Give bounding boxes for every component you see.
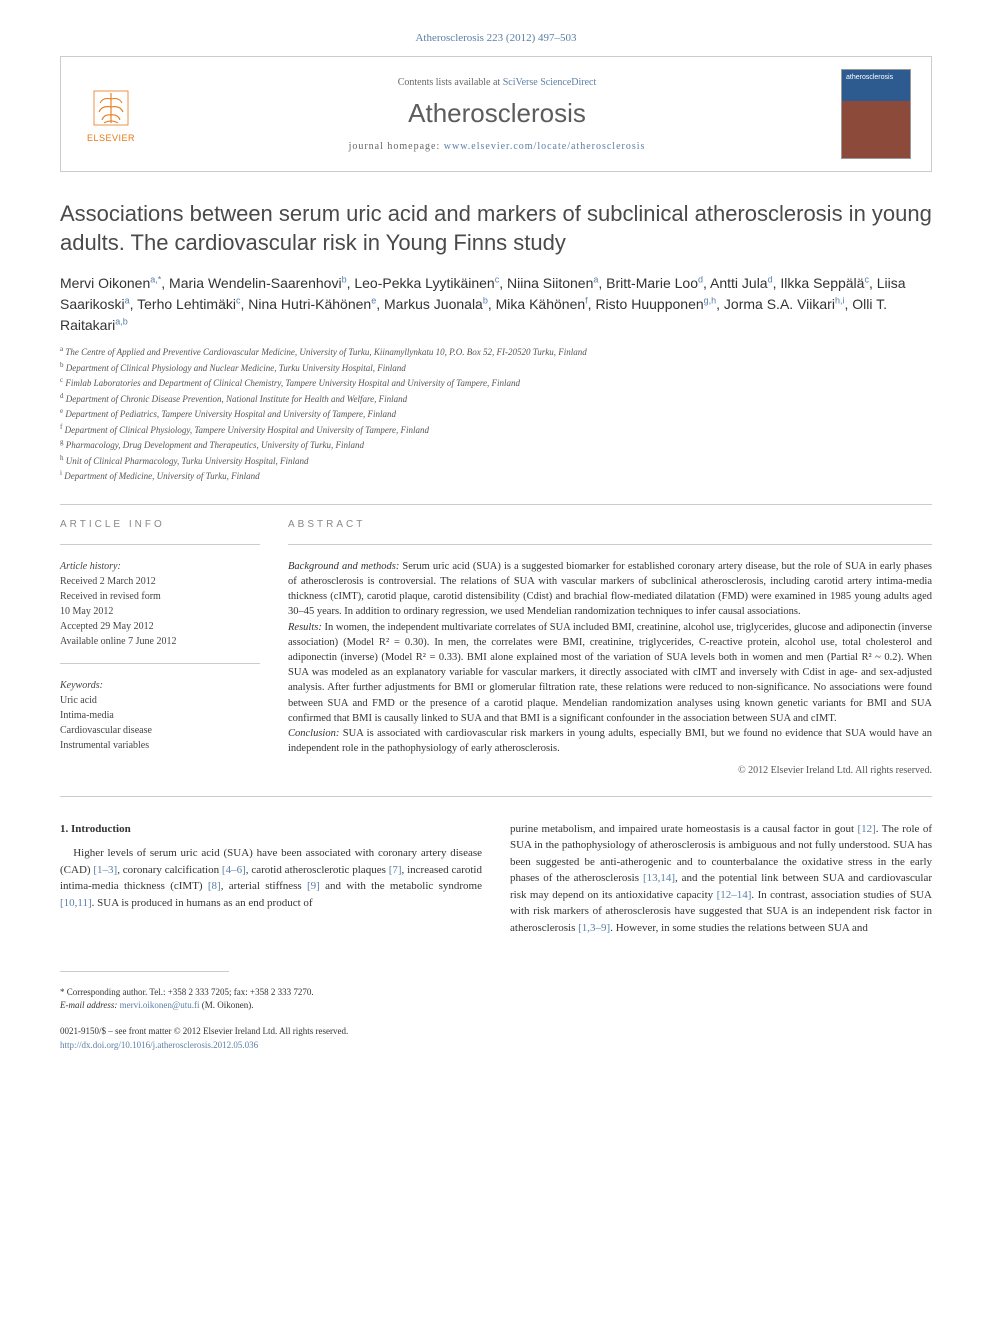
homepage-prefix: journal homepage: (349, 141, 444, 152)
background-label: Background and methods: (288, 561, 399, 572)
history-line: Received in revised form (60, 589, 260, 604)
corresponding-email[interactable]: mervi.oikonen@utu.fi (120, 1000, 200, 1010)
elsevier-tree-icon (88, 85, 134, 131)
history-line: 10 May 2012 (60, 604, 260, 619)
divider (60, 971, 229, 972)
contents-available: Contents lists available at SciVerse Sci… (153, 77, 841, 88)
affiliation-line: g Pharmacology, Drug Development and The… (60, 437, 932, 453)
affiliation-line: h Unit of Clinical Pharmacology, Turku U… (60, 453, 932, 469)
publisher-logo: ELSEVIER (81, 79, 141, 149)
affiliations-list: a The Centre of Applied and Preventive C… (60, 344, 932, 484)
keywords-label: Keywords: (60, 678, 260, 693)
affiliation-line: e Department of Pediatrics, Tampere Univ… (60, 406, 932, 422)
cover-label: atherosclerosis (846, 74, 906, 81)
abstract-text: Background and methods: Serum uric acid … (288, 559, 932, 757)
author-list: Mervi Oikonena,*, Maria Wendelin-Saarenh… (60, 273, 932, 336)
contents-prefix: Contents lists available at (398, 77, 503, 88)
journal-homepage: journal homepage: www.elsevier.com/locat… (153, 141, 841, 152)
results-label: Results: (288, 622, 322, 633)
keyword-line: Instrumental variables (60, 738, 260, 753)
info-abstract-row: ARTICLE INFO Article history: Received 2… (60, 519, 932, 776)
journal-name: Atherosclerosis (153, 98, 841, 129)
publisher-name: ELSEVIER (87, 133, 135, 143)
journal-banner: ELSEVIER Contents lists available at Sci… (60, 56, 932, 172)
affiliation-line: i Department of Medicine, University of … (60, 468, 932, 484)
body-columns: 1. Introduction Higher levels of serum u… (60, 821, 932, 1053)
article-history: Article history: Received 2 March 2012Re… (60, 559, 260, 649)
abstract-copyright: © 2012 Elsevier Ireland Ltd. All rights … (288, 765, 932, 776)
email-suffix: (M. Oikonen). (199, 1000, 253, 1010)
affiliation-line: a The Centre of Applied and Preventive C… (60, 344, 932, 360)
history-line: Available online 7 June 2012 (60, 634, 260, 649)
keyword-line: Intima-media (60, 708, 260, 723)
keywords-block: Keywords: Uric acidIntima-mediaCardiovas… (60, 678, 260, 753)
conclusion-text: SUA is associated with cardiovascular ri… (288, 728, 932, 754)
journal-center: Contents lists available at SciVerse Sci… (153, 77, 841, 152)
article-info-heading: ARTICLE INFO (60, 519, 260, 530)
intro-heading: 1. Introduction (60, 821, 482, 838)
intro-paragraph-2: purine metabolism, and impaired urate ho… (510, 821, 932, 937)
body-column-right: purine metabolism, and impaired urate ho… (510, 821, 932, 1053)
abstract-column: ABSTRACT Background and methods: Serum u… (288, 519, 932, 776)
intro-paragraph-1: Higher levels of serum uric acid (SUA) h… (60, 845, 482, 911)
abstract-heading: ABSTRACT (288, 519, 932, 530)
journal-cover-thumbnail: atherosclerosis (841, 69, 911, 159)
affiliation-line: f Department of Clinical Physiology, Tam… (60, 422, 932, 438)
doi-link[interactable]: http://dx.doi.org/10.1016/j.atherosclero… (60, 1039, 482, 1053)
divider (60, 796, 932, 797)
divider (60, 663, 260, 664)
divider (60, 504, 932, 505)
sciencedirect-link[interactable]: SciVerse ScienceDirect (503, 77, 597, 88)
article-info-column: ARTICLE INFO Article history: Received 2… (60, 519, 260, 776)
body-column-left: 1. Introduction Higher levels of serum u… (60, 821, 482, 1053)
affiliation-line: d Department of Chronic Disease Preventi… (60, 391, 932, 407)
citation-header: Atherosclerosis 223 (2012) 497–503 (60, 32, 932, 44)
corresponding-author: * Corresponding author. Tel.: +358 2 333… (60, 986, 482, 999)
results-text: In women, the independent multivariate c… (288, 622, 932, 724)
history-line: Accepted 29 May 2012 (60, 619, 260, 634)
divider (60, 544, 260, 545)
history-line: Received 2 March 2012 (60, 574, 260, 589)
affiliation-line: c Fimlab Laboratories and Department of … (60, 375, 932, 391)
homepage-link[interactable]: www.elsevier.com/locate/atherosclerosis (444, 141, 646, 152)
article-title: Associations between serum uric acid and… (60, 200, 932, 257)
keyword-line: Uric acid (60, 693, 260, 708)
email-label: E-mail address: (60, 1000, 120, 1010)
affiliation-line: b Department of Clinical Physiology and … (60, 360, 932, 376)
keyword-line: Cardiovascular disease (60, 723, 260, 738)
divider (288, 544, 932, 545)
history-label: Article history: (60, 559, 260, 574)
conclusion-label: Conclusion: (288, 728, 339, 739)
issn-line: 0021-9150/$ – see front matter © 2012 El… (60, 1025, 482, 1039)
